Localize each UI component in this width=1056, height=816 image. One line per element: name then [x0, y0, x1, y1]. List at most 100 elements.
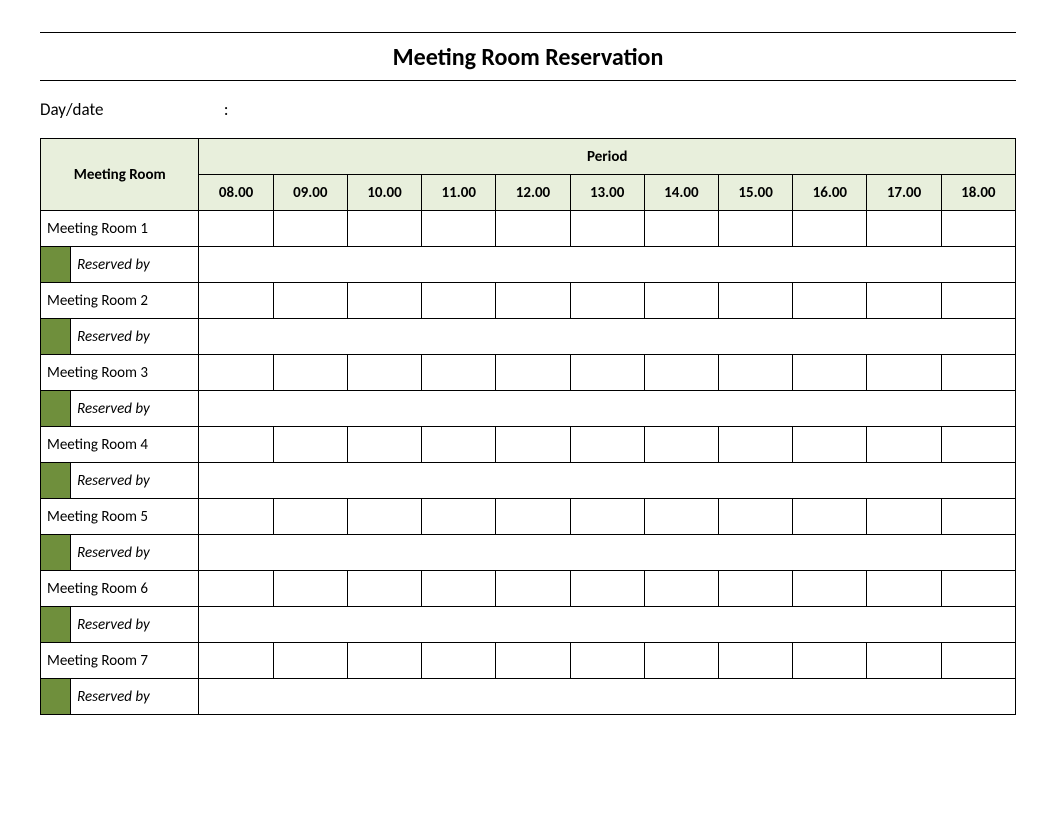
slot-cell[interactable] — [867, 211, 941, 247]
slot-cell[interactable] — [644, 283, 718, 319]
reserved-by-value[interactable] — [199, 607, 1016, 643]
slot-cell[interactable] — [570, 427, 644, 463]
slot-cell[interactable] — [644, 643, 718, 679]
slot-cell[interactable] — [422, 499, 496, 535]
slot-cell[interactable] — [644, 211, 718, 247]
slot-cell[interactable] — [941, 643, 1015, 679]
reservation-table: Meeting Room Period 08.00 09.00 10.00 11… — [40, 138, 1016, 715]
table-row-reserved: Reserved by — [41, 247, 1016, 283]
header-time: 12.00 — [496, 175, 570, 211]
slot-cell[interactable] — [644, 571, 718, 607]
slot-cell[interactable] — [644, 499, 718, 535]
slot-cell[interactable] — [273, 355, 347, 391]
slot-cell[interactable] — [570, 211, 644, 247]
slot-cell[interactable] — [867, 643, 941, 679]
slot-cell[interactable] — [719, 355, 793, 391]
slot-cell[interactable] — [941, 283, 1015, 319]
color-indicator — [41, 679, 71, 715]
header-time: 08.00 — [199, 175, 273, 211]
slot-cell[interactable] — [867, 571, 941, 607]
slot-cell[interactable] — [496, 355, 570, 391]
slot-cell[interactable] — [719, 283, 793, 319]
slot-cell[interactable] — [719, 211, 793, 247]
slot-cell[interactable] — [867, 427, 941, 463]
slot-cell[interactable] — [719, 643, 793, 679]
slot-cell[interactable] — [941, 571, 1015, 607]
slot-cell[interactable] — [199, 427, 273, 463]
slot-cell[interactable] — [496, 427, 570, 463]
slot-cell[interactable] — [793, 427, 867, 463]
slot-cell[interactable] — [273, 211, 347, 247]
slot-cell[interactable] — [347, 643, 421, 679]
slot-cell[interactable] — [347, 571, 421, 607]
slot-cell[interactable] — [422, 427, 496, 463]
slot-cell[interactable] — [199, 283, 273, 319]
slot-cell[interactable] — [347, 499, 421, 535]
slot-cell[interactable] — [273, 643, 347, 679]
slot-cell[interactable] — [644, 427, 718, 463]
slot-cell[interactable] — [347, 355, 421, 391]
slot-cell[interactable] — [496, 643, 570, 679]
slot-cell[interactable] — [941, 211, 1015, 247]
slot-cell[interactable] — [719, 427, 793, 463]
slot-cell[interactable] — [570, 283, 644, 319]
divider-bottom — [40, 80, 1016, 81]
reserved-by-value[interactable] — [199, 679, 1016, 715]
slot-cell[interactable] — [941, 355, 1015, 391]
slot-cell[interactable] — [273, 571, 347, 607]
reserved-by-label: Reserved by — [71, 679, 199, 715]
slot-cell[interactable] — [867, 499, 941, 535]
slot-cell[interactable] — [347, 283, 421, 319]
reserved-by-value[interactable] — [199, 391, 1016, 427]
slot-cell[interactable] — [793, 499, 867, 535]
slot-cell[interactable] — [422, 211, 496, 247]
slot-cell[interactable] — [793, 211, 867, 247]
slot-cell[interactable] — [941, 427, 1015, 463]
slot-cell[interactable] — [719, 571, 793, 607]
page-title: Meeting Room Reservation — [40, 37, 1016, 78]
reserved-by-value[interactable] — [199, 247, 1016, 283]
slot-cell[interactable] — [199, 643, 273, 679]
table-row-room: Meeting Room 2 — [41, 283, 1016, 319]
slot-cell[interactable] — [496, 499, 570, 535]
slot-cell[interactable] — [867, 283, 941, 319]
slot-cell[interactable] — [347, 211, 421, 247]
reserved-by-value[interactable] — [199, 319, 1016, 355]
slot-cell[interactable] — [422, 355, 496, 391]
slot-cell[interactable] — [570, 643, 644, 679]
slot-cell[interactable] — [199, 499, 273, 535]
slot-cell[interactable] — [273, 499, 347, 535]
reserved-by-label: Reserved by — [71, 319, 199, 355]
slot-cell[interactable] — [793, 283, 867, 319]
table-row-reserved: Reserved by — [41, 535, 1016, 571]
slot-cell[interactable] — [273, 427, 347, 463]
slot-cell[interactable] — [941, 499, 1015, 535]
header-time: 18.00 — [941, 175, 1015, 211]
room-name-cell: Meeting Room 4 — [41, 427, 199, 463]
slot-cell[interactable] — [793, 571, 867, 607]
slot-cell[interactable] — [273, 283, 347, 319]
slot-cell[interactable] — [644, 355, 718, 391]
slot-cell[interactable] — [867, 355, 941, 391]
slot-cell[interactable] — [199, 355, 273, 391]
slot-cell[interactable] — [719, 499, 793, 535]
slot-cell[interactable] — [570, 355, 644, 391]
reserved-by-value[interactable] — [199, 535, 1016, 571]
slot-cell[interactable] — [496, 283, 570, 319]
slot-cell[interactable] — [347, 427, 421, 463]
slot-cell[interactable] — [570, 571, 644, 607]
reserved-by-value[interactable] — [199, 463, 1016, 499]
slot-cell[interactable] — [496, 211, 570, 247]
color-indicator — [41, 607, 71, 643]
reserved-by-label: Reserved by — [71, 607, 199, 643]
slot-cell[interactable] — [422, 283, 496, 319]
slot-cell[interactable] — [496, 571, 570, 607]
slot-cell[interactable] — [422, 571, 496, 607]
slot-cell[interactable] — [422, 643, 496, 679]
slot-cell[interactable] — [199, 211, 273, 247]
slot-cell[interactable] — [570, 499, 644, 535]
slot-cell[interactable] — [793, 355, 867, 391]
room-name-cell: Meeting Room 6 — [41, 571, 199, 607]
slot-cell[interactable] — [793, 643, 867, 679]
slot-cell[interactable] — [199, 571, 273, 607]
